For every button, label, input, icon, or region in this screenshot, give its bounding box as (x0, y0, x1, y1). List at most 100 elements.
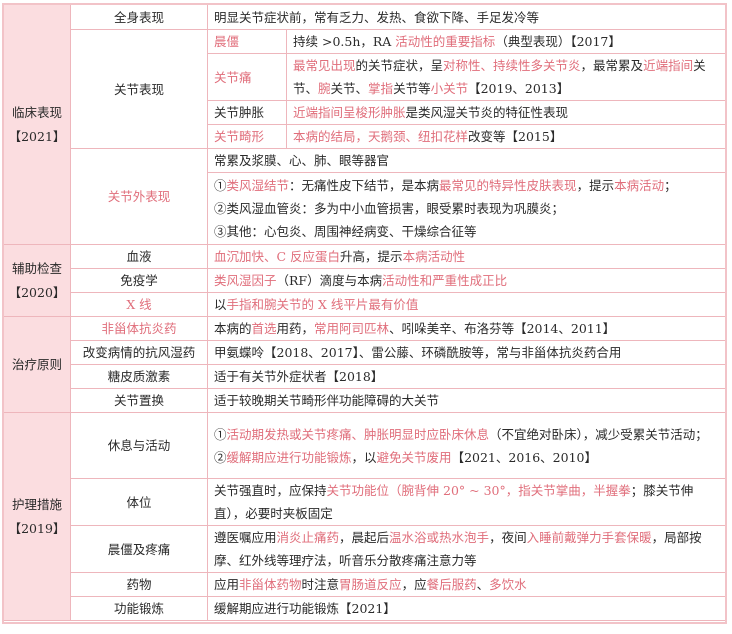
row-label: 功能锻炼 (70, 596, 208, 621)
highlight-text: 腕 (318, 81, 331, 96)
line: ①类风湿结节：无痛性皮下结节，是本病最常见的特异性皮肤表现，提示本病活动； (214, 174, 720, 197)
text-segment: （典型表现）【2017】 (495, 34, 621, 49)
row-text: 关节强直时，应保持关节功能位（腕背伸 20° ~ 30°，指关节掌曲，半握拳；膝… (207, 478, 727, 526)
text-segment: ，提示 (576, 178, 615, 193)
row-text: ①活动期发热或关节疼痛、肿胀明显时应卧床休息（不宜绝对卧床），减少受累关节活动；… (207, 412, 727, 479)
highlight-text: 手指和腕关节的 X 线平片最有价值 (226, 297, 419, 312)
text-segment: 改变等【2015】 (468, 129, 563, 144)
highlight-text: 活动期发热或关节疼痛、肿胀明显时应卧床休息 (226, 426, 490, 442)
highlight-text: 多饮水 (489, 577, 527, 592)
row-text: 应用非甾体药物时注意胃肠道反应，应餐后服药、多饮水 (207, 572, 727, 597)
row-label: 血液 (70, 244, 208, 269)
row-text: 本病的结局，天鹅颈、纽扣花样改变等【2015】 (286, 124, 727, 149)
row-label: 药物 (70, 572, 208, 597)
text-segment: 用药， (276, 321, 315, 336)
highlight-text: 常用阿司匹林 (314, 321, 390, 336)
text-segment: （不宜绝对卧床），减少受累关节活动； (489, 426, 708, 442)
row-text: 遵医嘱应用消炎止痛药，晨起后温水浴或热水泡手，夜间入睡前戴弹力手套保暖，局部按摩… (207, 525, 727, 573)
text-segment: 常累及浆膜、心、肺、眼等器官 (214, 153, 390, 168)
sub-label: 晨僵 (207, 29, 287, 54)
row-text: 本病的首选用药，常用阿司匹林、吲哚美辛、布洛芬等【2014、2011】 (207, 316, 727, 341)
text-segment: 明显关节症状前，常有乏力、发热、食欲下降、手足发冷等 (214, 9, 540, 25)
highlight-text: 最常见出现 (293, 58, 356, 73)
sub-label: 关节痛 (207, 53, 287, 101)
section-treatment: 治疗原则 (3, 316, 71, 413)
text-segment: ① (214, 426, 227, 442)
highlight-text: 近端指间呈梭形肿胀 (293, 105, 406, 120)
row-text: 最常见出现的关节症状，呈对称性、持续性多关节炎，最常累及近端指间关节、腕关节、掌… (286, 53, 727, 101)
sub-label: 关节畸形 (207, 124, 287, 149)
row-label: 体位 (70, 478, 208, 526)
row-text: 近端指间呈梭形肿胀是类风湿关节炎的特征性表现 (286, 100, 727, 125)
highlight-text: 首选 (251, 321, 277, 336)
text-segment: 适于较晚期关节畸形伴功能障碍的大关节 (214, 393, 440, 408)
text-segment: 【2019、2013】 (468, 81, 570, 96)
row-label: 晨僵及疼痛 (70, 525, 208, 573)
row-text: 常累及浆膜、心、肺、眼等器官 (207, 148, 727, 173)
row-label: 改变病情的抗风湿药 (70, 340, 208, 365)
row-label: 糖皮质激素 (70, 364, 208, 389)
text-segment: ；膝关节伸直），必要时夹板固定 (214, 483, 694, 521)
text-segment: ，局部按摩、红外线等理疗法，听音乐分散疼痛注意力等 (214, 530, 702, 568)
highlight-text: 避免关节废用 (376, 449, 452, 465)
row-label: 全身表现 (70, 4, 208, 30)
highlight-text: 本病活动 (614, 178, 665, 193)
text-segment: 持续 >0.5h，RA (293, 34, 396, 49)
highlight-text: 活动性的重要指标 (395, 34, 496, 49)
text-segment: 【2021、2016、2010】 (451, 449, 597, 465)
text-segment: ②类风湿血管炎：多为中小血管损害，眼受累时表现为巩膜炎； (214, 201, 565, 216)
sub-label: 关节肿胀 (207, 100, 287, 125)
text-segment: 适于有关节外症状者【2018】 (214, 369, 384, 384)
highlight-text: 缓解期应进行功能锻炼 (226, 449, 352, 465)
text-segment: 的关节症状，呈 (355, 58, 444, 73)
highlight-text: 类风湿结节 (226, 178, 290, 193)
row-text: 以手指和腕关节的 X 线平片最有价值 (207, 292, 727, 317)
text-segment: 是类风湿关节炎的特征性表现 (405, 105, 569, 120)
section-label: 护理措施 (11, 496, 62, 512)
line: ②类风湿血管炎：多为中小血管损害，眼受累时表现为巩膜炎； (214, 197, 720, 220)
row-text: 明显关节症状前，常有乏力、发热、食欲下降、手足发冷等 (207, 4, 727, 30)
highlight-text: 入睡前戴弹力手套保暖 (526, 530, 652, 545)
text-segment: ； (664, 178, 677, 193)
text-segment: 关节强直时，应保持 (214, 483, 327, 498)
text-segment: ② (214, 449, 227, 465)
highlight-text: 最常见的特异性皮肤表现 (439, 178, 577, 193)
section-clinical: 临床表现 【2021】 (3, 4, 71, 245)
text-segment: ，晨起后 (339, 530, 390, 545)
highlight-text: 餐后服药 (426, 577, 477, 592)
text-segment: 缓解期应进行功能锻炼【2021】 (214, 601, 396, 616)
highlight-text: 对称性、持续性多关节炎 (443, 58, 581, 73)
row-label: 关节置换 (70, 388, 208, 413)
line: ③其他：心包炎、周围神经病变、干燥综合征等 (214, 220, 720, 243)
text-segment: 、吲哚美辛、布洛芬等【2014、2011】 (389, 321, 616, 336)
text-segment: 、 (476, 577, 490, 592)
section-year: 【2019】 (8, 520, 66, 536)
text-segment: 本病的 (214, 321, 252, 336)
row-text: 缓解期应进行功能锻炼【2021】 (207, 596, 727, 621)
section-year: 【2021】 (8, 128, 66, 144)
text-segment: （RF）滴度与本病 (276, 273, 383, 288)
highlight-text: 关节功能位（腕背伸 20° ~ 30°，指关节掌曲，半握拳 (326, 483, 631, 498)
row-label: 免疫学 (70, 268, 208, 293)
text-segment: ，最常累及 (580, 58, 644, 73)
row-text: 血沉加快、C 反应蛋白升高，提示本病活动性 (207, 244, 727, 269)
text-segment: 以 (214, 297, 227, 312)
text-segment: 遵医嘱应用 (214, 530, 277, 545)
row-label: 关节表现 (70, 29, 208, 149)
text-segment: 关节、 (330, 81, 369, 96)
highlight-text: 活动性和严重性成正比 (382, 273, 508, 288)
text-segment: ：无痛性皮下结节，是本病 (289, 178, 440, 193)
text-segment: ，夜间 (489, 530, 527, 545)
highlight-text: 血沉加快、C 反应蛋白 (214, 249, 341, 264)
section-year: 【2020】 (8, 284, 66, 300)
text-segment: 甲氨蝶呤【2018、2017】、雷公藤、环磷酰胺等，常与非甾体抗炎药合用 (214, 345, 622, 360)
row-text: 适于有关节外症状者【2018】 (207, 364, 727, 389)
row-text: ①类风湿结节：无痛性皮下结节，是本病最常见的特异性皮肤表现，提示本病活动； ②类风… (207, 172, 727, 245)
text-segment: ，以 (351, 449, 377, 465)
highlight-text: 温水浴或热水泡手 (389, 530, 490, 545)
section-nursing: 护理措施【2019】 (3, 412, 71, 621)
text-segment: 时注意 (301, 577, 340, 592)
highlight-text: 胃肠道反应 (339, 577, 402, 592)
row-text: 适于较晚期关节畸形伴功能障碍的大关节 (207, 388, 727, 413)
row-text: 甲氨蝶呤【2018、2017】、雷公藤、环磷酰胺等，常与非甾体抗炎药合用 (207, 340, 727, 365)
